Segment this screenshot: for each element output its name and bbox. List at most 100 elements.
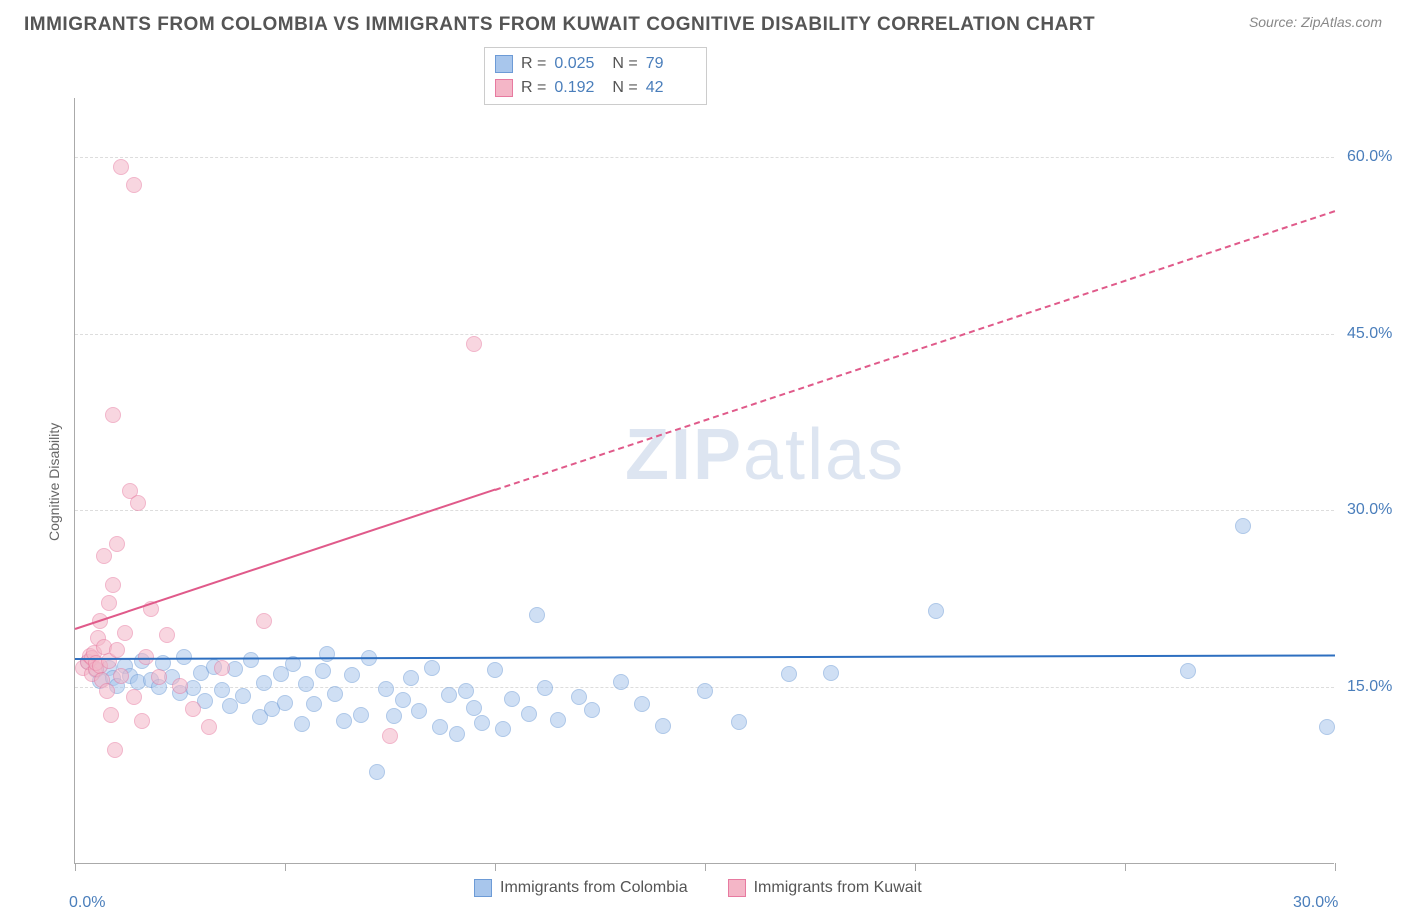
scatter-point (103, 707, 119, 723)
x-tick-label: 30.0% (1293, 894, 1338, 912)
scatter-point (571, 689, 587, 705)
stat-n-value: 42 (646, 76, 696, 100)
stats-row: R =0.192N =42 (495, 76, 696, 100)
scatter-point (424, 660, 440, 676)
source-attribution: Source: ZipAtlas.com (1249, 14, 1382, 30)
scatter-point (256, 613, 272, 629)
scatter-point (1235, 518, 1251, 534)
scatter-point (344, 667, 360, 683)
scatter-point (315, 663, 331, 679)
x-tick (915, 863, 916, 871)
x-tick (285, 863, 286, 871)
scatter-point (504, 691, 520, 707)
x-tick (495, 863, 496, 871)
scatter-point (353, 707, 369, 723)
legend-item: Immigrants from Colombia (474, 879, 688, 897)
scatter-point (781, 666, 797, 682)
scatter-point (201, 719, 217, 735)
header: IMMIGRANTS FROM COLOMBIA VS IMMIGRANTS F… (0, 0, 1406, 44)
stats-box: R =0.025N =79R =0.192N =42 (484, 47, 707, 105)
scatter-point (395, 692, 411, 708)
y-tick-label: 15.0% (1347, 678, 1392, 696)
scatter-point (336, 713, 352, 729)
scatter-point (458, 683, 474, 699)
scatter-point (697, 683, 713, 699)
scatter-point (294, 716, 310, 732)
scatter-point (113, 159, 129, 175)
plot-area: ZIPatlas 15.0%30.0%45.0%60.0%0.0%30.0% (74, 98, 1334, 864)
x-tick (705, 863, 706, 871)
scatter-point (126, 689, 142, 705)
scatter-point (550, 712, 566, 728)
scatter-point (441, 687, 457, 703)
stats-row: R =0.025N =79 (495, 52, 696, 76)
scatter-point (411, 703, 427, 719)
y-tick-label: 30.0% (1347, 501, 1392, 519)
scatter-point (928, 603, 944, 619)
scatter-point (109, 642, 125, 658)
trend-line (495, 210, 1336, 491)
scatter-point (1180, 663, 1196, 679)
legend-bottom: Immigrants from Colombia Immigrants from … (474, 879, 922, 897)
x-tick (1335, 863, 1336, 871)
scatter-point (214, 660, 230, 676)
scatter-point (96, 548, 112, 564)
x-tick-label: 0.0% (69, 894, 105, 912)
stat-n-value: 79 (646, 52, 696, 76)
scatter-point (529, 607, 545, 623)
scatter-point (159, 627, 175, 643)
trend-line (75, 654, 1335, 660)
scatter-point (235, 688, 251, 704)
scatter-point (105, 407, 121, 423)
scatter-point (243, 652, 259, 668)
scatter-point (823, 665, 839, 681)
scatter-point (107, 742, 123, 758)
scatter-point (403, 670, 419, 686)
scatter-point (655, 718, 671, 734)
scatter-point (466, 336, 482, 352)
legend-label: Immigrants from Kuwait (754, 879, 922, 897)
scatter-point (306, 696, 322, 712)
scatter-point (105, 577, 121, 593)
legend-label: Immigrants from Colombia (500, 879, 688, 897)
scatter-point (134, 713, 150, 729)
chart-title: IMMIGRANTS FROM COLOMBIA VS IMMIGRANTS F… (24, 14, 1095, 36)
scatter-point (109, 536, 125, 552)
scatter-point (521, 706, 537, 722)
scatter-point (277, 695, 293, 711)
x-tick (75, 863, 76, 871)
stat-n-label: N = (612, 52, 637, 76)
scatter-point (130, 495, 146, 511)
scatter-point (466, 700, 482, 716)
scatter-point (256, 675, 272, 691)
scatter-point (185, 701, 201, 717)
scatter-point (731, 714, 747, 730)
legend-swatch (474, 879, 492, 897)
scatter-point (298, 676, 314, 692)
legend-swatch (495, 79, 513, 97)
scatter-point (613, 674, 629, 690)
gridline (75, 157, 1334, 158)
x-tick (1125, 863, 1126, 871)
scatter-point (172, 678, 188, 694)
scatter-point (1319, 719, 1335, 735)
y-tick-label: 60.0% (1347, 148, 1392, 166)
scatter-point (327, 686, 343, 702)
stat-r-label: R = (521, 76, 546, 100)
scatter-point (382, 728, 398, 744)
scatter-point (113, 668, 129, 684)
scatter-point (487, 662, 503, 678)
y-axis-label: Cognitive Disability (46, 423, 62, 541)
stat-n-label: N = (612, 76, 637, 100)
gridline (75, 334, 1334, 335)
scatter-point (495, 721, 511, 737)
scatter-point (378, 681, 394, 697)
scatter-point (369, 764, 385, 780)
scatter-point (634, 696, 650, 712)
stat-r-label: R = (521, 52, 546, 76)
scatter-point (537, 680, 553, 696)
gridline (75, 510, 1334, 511)
scatter-point (151, 669, 167, 685)
scatter-point (474, 715, 490, 731)
scatter-point (584, 702, 600, 718)
